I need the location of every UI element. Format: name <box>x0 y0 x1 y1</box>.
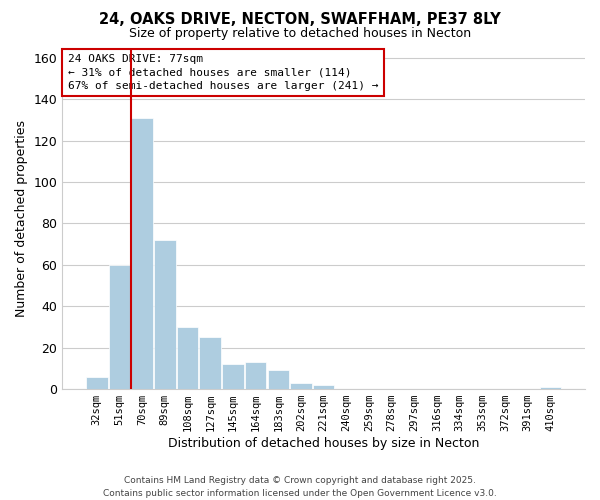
Text: 24, OAKS DRIVE, NECTON, SWAFFHAM, PE37 8LY: 24, OAKS DRIVE, NECTON, SWAFFHAM, PE37 8… <box>99 12 501 28</box>
Text: Size of property relative to detached houses in Necton: Size of property relative to detached ho… <box>129 28 471 40</box>
Bar <box>245 362 266 389</box>
Bar <box>539 387 561 389</box>
Bar <box>222 364 244 389</box>
X-axis label: Distribution of detached houses by size in Necton: Distribution of detached houses by size … <box>168 437 479 450</box>
Text: Contains HM Land Registry data © Crown copyright and database right 2025.
Contai: Contains HM Land Registry data © Crown c… <box>103 476 497 498</box>
Y-axis label: Number of detached properties: Number of detached properties <box>15 120 28 317</box>
Bar <box>177 327 199 389</box>
Bar <box>199 338 221 389</box>
Bar <box>313 385 334 389</box>
Bar <box>131 118 153 389</box>
Bar <box>109 265 130 389</box>
Bar <box>154 240 176 389</box>
Bar <box>268 370 289 389</box>
Bar <box>290 383 312 389</box>
Bar <box>86 376 107 389</box>
Text: 24 OAKS DRIVE: 77sqm
← 31% of detached houses are smaller (114)
67% of semi-deta: 24 OAKS DRIVE: 77sqm ← 31% of detached h… <box>68 54 378 90</box>
